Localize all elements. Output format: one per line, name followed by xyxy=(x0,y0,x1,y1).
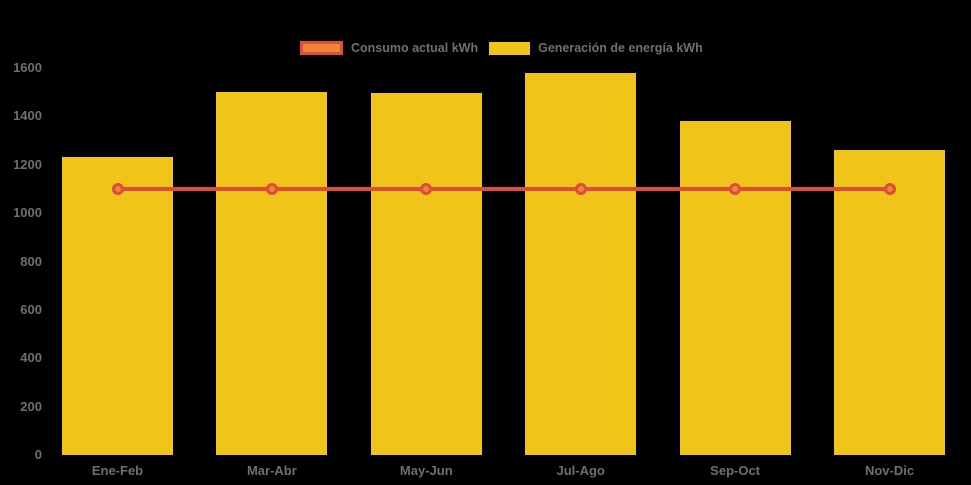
bar-may-jun xyxy=(370,93,482,455)
y-axis-tick-label: 1200 xyxy=(13,156,42,172)
y-axis-tick-label: 800 xyxy=(20,253,42,269)
legend-swatch-generacion-icon xyxy=(489,41,531,55)
bar-ene-feb xyxy=(62,157,173,455)
y-axis-tick-label: 600 xyxy=(20,301,42,317)
consumo-line xyxy=(113,186,895,191)
bar-sep-oct xyxy=(679,121,791,455)
x-axis-label: Ene-Feb xyxy=(91,463,144,478)
legend-label-generacion: Generación de energía kWh xyxy=(538,41,703,55)
y-axis-tick-label: 1000 xyxy=(13,205,42,221)
legend-swatch-consumo-icon xyxy=(300,41,343,55)
x-axis-label: May-Jun xyxy=(399,463,453,478)
consumo-marker xyxy=(574,182,587,195)
x-axis-label: Nov-Dic xyxy=(864,463,915,478)
bar-nov-dic xyxy=(834,150,945,455)
consumo-marker xyxy=(420,182,433,195)
y-axis-tick-label: 400 xyxy=(20,350,42,366)
chart-legend: Consumo actual kWh Generación de energía… xyxy=(300,41,703,55)
consumo-marker xyxy=(883,182,896,195)
bar-mar-abr xyxy=(216,92,328,455)
y-axis-tick-label: 0 xyxy=(34,447,42,462)
y-axis-tick-label: 1400 xyxy=(13,108,42,124)
legend-label-consumo: Consumo actual kWh xyxy=(351,41,479,55)
consumo-marker xyxy=(265,182,278,195)
x-axis-label: Jul-Ago xyxy=(556,463,605,478)
x-axis-label: Sep-Oct xyxy=(710,463,761,478)
y-axis-tick-label: 1600 xyxy=(13,60,42,75)
bar-jul-ago xyxy=(525,72,637,455)
consumo-marker xyxy=(111,182,124,195)
y-axis-tick-label: 200 xyxy=(20,398,42,414)
x-axis-label: Mar-Abr xyxy=(246,463,297,478)
consumo-marker xyxy=(729,182,742,195)
